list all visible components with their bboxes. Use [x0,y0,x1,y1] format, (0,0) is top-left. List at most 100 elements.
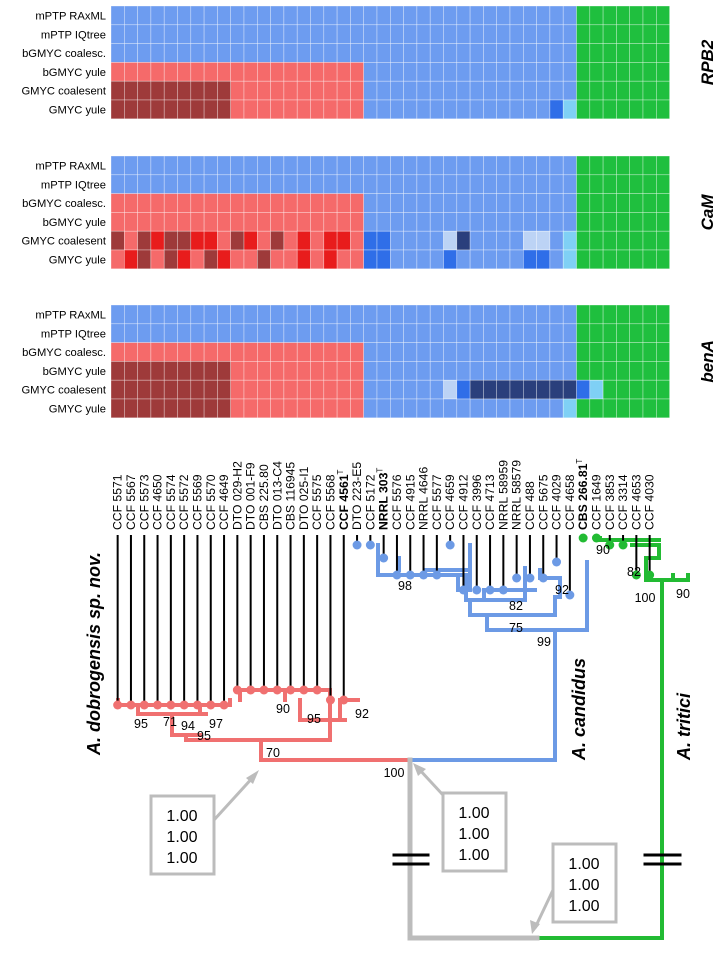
heatmap-cell [137,99,152,120]
heatmap-cell [456,99,471,120]
heatmap-cell [177,230,192,251]
heatmap-cell [562,323,577,343]
heatmap-cell [469,62,484,82]
strain-label: CCF 4912 [456,474,470,530]
heatmap-cell [536,174,551,194]
blue-stem [408,628,557,762]
heatmap-cell [655,80,670,101]
node-dot [392,570,402,580]
heatmap-cell [177,80,192,101]
heatmap-cell [549,342,564,362]
heatmap-cell [443,5,458,26]
heatmap-cell [283,304,298,325]
posterior-box-1-line-1: 1.00 [166,808,197,825]
heatmap-cell [389,398,404,419]
strain-label: CBS 266.81T [575,459,590,530]
node-dot [578,533,588,543]
heatmap-cell [469,99,484,120]
node-dot [272,685,282,695]
strain-label: CCF 5575 [310,474,324,530]
heatmap-cell [363,342,378,362]
heatmap-cell [310,5,325,26]
heatmap-cell [589,99,604,120]
heatmap-cell [110,249,125,270]
node-dot [591,533,601,543]
heatmap-cell [403,212,418,232]
heatmap-cell [150,304,165,325]
heatmap-cell [217,230,231,251]
support-95c: 95 [307,712,321,726]
heatmap-cell [296,342,311,362]
heatmap-cell [177,212,192,232]
heatmap-cell [416,155,431,176]
heatmap-cell [203,342,218,362]
heatmap-cell [522,193,537,213]
heatmap-cell [389,342,404,362]
heatmap-cell [403,80,418,101]
heatmap-cell [283,323,298,343]
heatmap-cell [336,249,351,270]
heatmap-cell [589,323,604,343]
heatmap-cell [522,398,537,419]
heatmap-cell [350,323,364,343]
heatmap-cell [576,249,591,270]
heatmap-cell [562,43,577,63]
heatmap-cell [602,155,617,176]
heatmap-cell [256,5,271,26]
heatmap-cell [536,323,551,343]
heatmap-cell [642,43,657,63]
heatmap-cell [190,342,205,362]
heatmap-cell [243,5,258,26]
heatmap-cell [576,155,591,176]
heatmap-cell [616,249,631,270]
node-dot [445,540,455,550]
heatmap-cell [629,398,644,419]
heatmap-cell [629,249,644,270]
posterior-box-2 [441,791,508,873]
heatmap-cell [203,62,218,82]
heatmap-cell [230,212,245,232]
heatmap-cell [363,361,378,381]
strain-label: CCF 4029 [550,474,564,530]
heatmap-cell [363,230,378,251]
strain-label: CCF 5574 [164,474,178,530]
posterior-box-2-line-1: 1.00 [458,805,489,822]
heatmap-cell [150,361,165,381]
strain-label: CCF 5572 [177,474,191,530]
row-label: mPTP IQtree [41,328,106,340]
strain-label: CCF 4658 [563,474,577,530]
heatmap-cell [509,398,524,419]
heatmap-cell [310,62,325,82]
heatmap-cell [190,43,205,63]
heatmap-cell [163,43,178,63]
heatmap-cell [562,80,577,101]
heatmap-cell [256,398,271,419]
blue-node-82 [464,566,537,602]
heatmap-cell [389,62,404,82]
heatmap-cell [522,5,537,26]
heatmap-cell [230,361,245,381]
heatmap-cell [389,379,404,400]
heatmap-cell [469,193,484,213]
node-dot [339,695,349,705]
heatmap-cell [655,342,670,362]
heatmap-cell [629,99,644,120]
heatmap-cell [655,5,670,26]
heatmap-cell [163,342,178,362]
heatmap-cell [549,379,564,400]
support-92b: 92 [555,583,569,597]
row-label: bGMYC coalesc. [22,198,106,210]
heatmap-cell [629,174,644,194]
heatmap-cell [203,24,218,44]
support-97: 97 [209,717,223,731]
heatmap-cell [217,212,231,232]
heatmap-cell [270,62,285,82]
strain-label: CCF 4713 [483,474,497,530]
heatmap-cell [509,342,524,362]
heatmap-cell [203,379,218,400]
heatmap-cell [363,398,378,419]
heatmap-cell [616,361,631,381]
heatmap-cell [403,193,418,213]
heatmap-cell [496,99,511,120]
heatmap-cell [163,304,178,325]
